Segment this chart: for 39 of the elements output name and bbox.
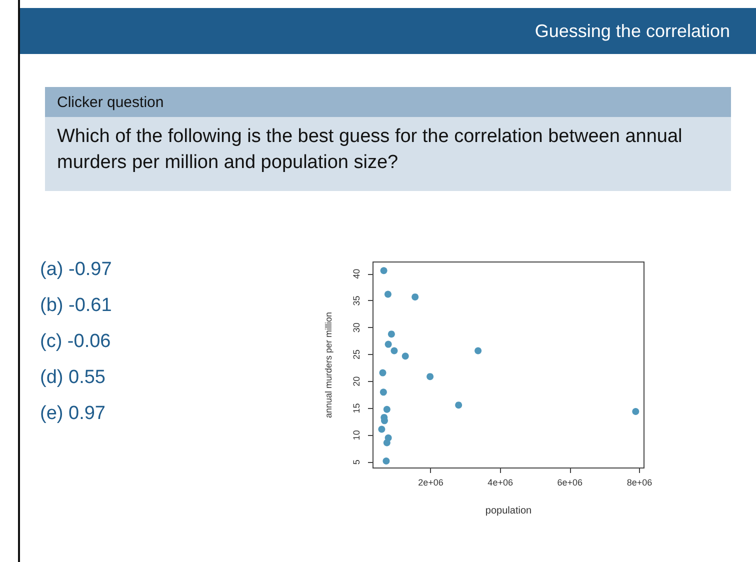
- x-axis-title: population: [485, 506, 532, 516]
- x-tick-label: 6e+06: [557, 478, 583, 488]
- point: [384, 290, 392, 298]
- y-tick-label: 20: [352, 376, 362, 386]
- x-tick-label: 2e+06: [418, 478, 444, 488]
- point: [390, 347, 398, 354]
- x-tick-label: 4e+06: [488, 478, 513, 488]
- text: Which of the following is the best guess for the correlation between annual murders per million and population size?: [57, 125, 684, 175]
- point: [402, 352, 409, 360]
- point: [455, 402, 462, 409]
- text: (e) 0.97: [40, 403, 106, 425]
- y-axis-title: annual murders per million: [324, 312, 334, 418]
- point: [383, 439, 390, 446]
- point: [383, 406, 390, 413]
- x-tick-label: 8e+06: [626, 478, 652, 488]
- point: [388, 330, 395, 338]
- point: [384, 340, 392, 348]
- point: [412, 293, 419, 300]
- point: [380, 388, 387, 396]
- point: [632, 408, 640, 416]
- text: Clicker question: [57, 94, 164, 111]
- point: [379, 369, 386, 376]
- text: (c) -0.06: [40, 331, 111, 353]
- text: (b) -0.61: [40, 295, 112, 317]
- y-tick-label: 10: [352, 430, 362, 440]
- y-tick-label: 5: [352, 460, 362, 465]
- point: [378, 426, 386, 433]
- text: (a) -0.97: [40, 259, 112, 281]
- point: [426, 373, 434, 380]
- point: [474, 347, 482, 354]
- chart-title: Guessing the correlation: [534, 21, 730, 42]
- point: [382, 458, 390, 465]
- y-tick-label: 40: [352, 268, 362, 279]
- point: [380, 267, 388, 274]
- y-tick-label: 30: [352, 322, 362, 333]
- text: (d) 0.55: [40, 367, 106, 389]
- y-tick-label: 25: [352, 350, 362, 360]
- y-tick-label: 35: [352, 296, 362, 306]
- y-tick-label: 15: [352, 403, 362, 414]
